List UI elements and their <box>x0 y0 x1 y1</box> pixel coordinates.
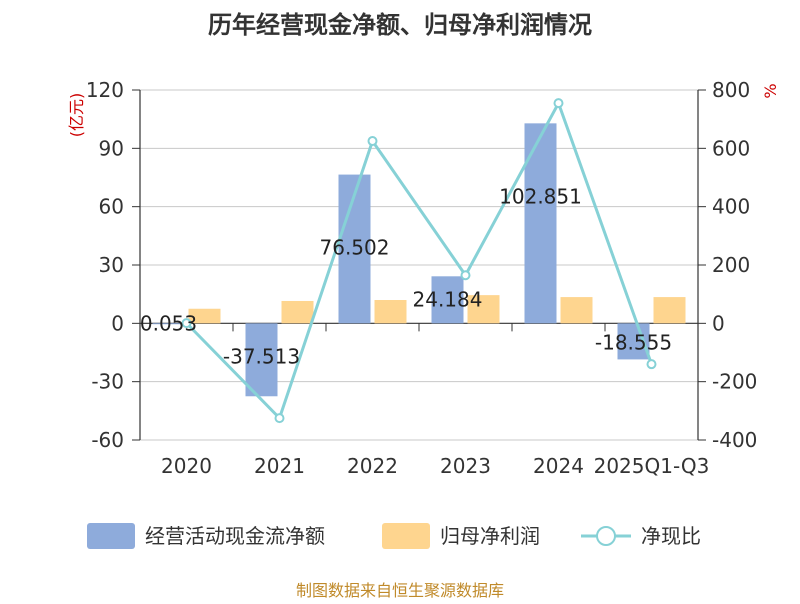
right-tick-label: 600 <box>712 136 750 160</box>
ratio-point <box>553 98 564 109</box>
cashflow-data-label: -18.555 <box>595 330 672 354</box>
cashflow-bar <box>245 323 278 397</box>
legend: 经营活动现金流净额 归母净利润 净现比 <box>87 523 701 549</box>
cashflow-data-label: 76.502 <box>320 236 390 260</box>
net-profit-bar <box>560 297 593 324</box>
right-tick-label: 800 <box>712 78 750 102</box>
cashflow-bar <box>152 323 185 325</box>
legend-label-cashflow: 经营活动现金流净额 <box>145 524 325 548</box>
right-tick-label: -200 <box>712 370 757 394</box>
x-tick-label: 2023 <box>440 454 491 478</box>
cashflow-data-label: 102.851 <box>499 184 582 208</box>
ratio-polyline <box>185 99 653 421</box>
net-profit-bar <box>188 308 221 324</box>
left-axis-unit: (亿元) <box>67 93 86 138</box>
net-profit-bar <box>467 295 500 324</box>
cashflow-bar <box>431 276 464 324</box>
left-tick-label: -60 <box>91 428 124 452</box>
right-axis-unit: % <box>761 83 780 98</box>
left-tick-label: 90 <box>99 136 124 160</box>
x-tick-label: 2021 <box>254 454 305 478</box>
x-tick-label: 2025Q1-Q3 <box>594 454 710 478</box>
left-tick-label: 60 <box>99 195 124 219</box>
grid-lines <box>140 89 698 441</box>
cashflow-data-label: 0.053 <box>140 311 197 335</box>
net-profit-bar <box>653 297 686 324</box>
ratio-point <box>181 318 192 329</box>
right-tick-label: -400 <box>712 428 757 452</box>
x-tick-label: 2020 <box>161 454 212 478</box>
x-tick-label: 2022 <box>347 454 398 478</box>
ratio-point <box>274 413 285 424</box>
chart-title: 历年经营现金净额、归母净利润情况 <box>208 11 592 39</box>
legend-marker-ratio <box>596 526 616 546</box>
cashflow-data-label: 24.184 <box>413 287 483 311</box>
legend-label-net-profit: 归母净利润 <box>440 524 540 548</box>
net-profit-bar <box>374 300 407 324</box>
right-tick-label: 200 <box>712 253 750 277</box>
net-profit-bar <box>281 300 314 324</box>
cashflow-data-label: -37.513 <box>223 344 300 368</box>
data-labels: 0.053 -37.513 76.502 24.184 102.851 -18.555 <box>140 184 672 368</box>
right-tick-label: 400 <box>712 195 750 219</box>
ratio-line <box>181 98 657 424</box>
right-tick-label: 0 <box>712 311 725 335</box>
source-note: 制图数据来自恒生聚源数据库 <box>296 581 504 600</box>
left-tick-label: 0 <box>111 311 124 335</box>
ratio-point <box>646 359 657 370</box>
axes: -60 -30 0 30 60 90 120 -400 -200 0 200 400 600 800 202… <box>86 78 758 478</box>
cashflow-bar <box>524 123 557 324</box>
x-tick-label: 2024 <box>533 454 584 478</box>
left-tick-label: 30 <box>99 253 124 277</box>
ratio-point <box>367 136 378 147</box>
legend-swatch-net-profit <box>382 523 430 549</box>
legend-swatch-cashflow <box>87 523 135 549</box>
ratio-point <box>460 270 471 281</box>
left-tick-label: -30 <box>91 370 124 394</box>
legend-label-ratio: 净现比 <box>641 524 701 548</box>
left-tick-label: 120 <box>86 78 124 102</box>
